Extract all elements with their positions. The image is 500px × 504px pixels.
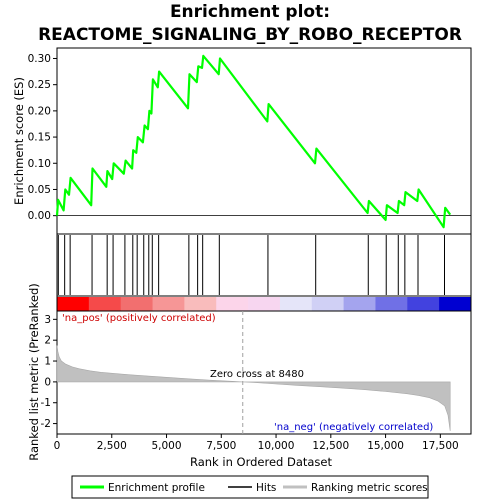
colorbar-segment bbox=[439, 297, 472, 311]
metric-y-ticks: -2 -1 0 1 2 3 bbox=[41, 314, 57, 430]
es-y-tick-label: 0.05 bbox=[28, 184, 51, 196]
na-pos-label: 'na_pos' (positively correlated) bbox=[62, 313, 216, 324]
hit-markers bbox=[57, 235, 445, 295]
x-tick-label: 5,000 bbox=[151, 440, 181, 452]
colorbar-segment bbox=[279, 297, 313, 311]
colorbar-segment bbox=[375, 297, 408, 311]
colorbar-segment bbox=[248, 297, 281, 311]
metric-y-tick-label: 3 bbox=[44, 314, 51, 326]
rank-colorbar bbox=[57, 297, 472, 311]
colorbar-segment bbox=[343, 297, 376, 311]
x-tick-label: 10,000 bbox=[258, 440, 295, 452]
x-tick-label: 12,500 bbox=[312, 440, 349, 452]
colorbar-segment bbox=[88, 297, 122, 311]
enrichment-profile-line bbox=[55, 54, 452, 229]
hits-panel bbox=[56, 233, 472, 312]
legend-hits-label: Hits bbox=[256, 482, 276, 494]
es-y-tick-label: 0.25 bbox=[28, 79, 51, 91]
zero-cross-label: Zero cross at 8480 bbox=[210, 369, 304, 380]
es-panel-frame bbox=[56, 47, 472, 235]
es-y-axis-label: Enrichment score (ES) bbox=[12, 77, 26, 205]
legend-enrichment-label: Enrichment profile bbox=[108, 482, 205, 494]
es-y-tick-label: 0.20 bbox=[28, 105, 51, 117]
es-y-ticks: 0.00 0.05 0.10 0.15 0.20 0.25 0.30 bbox=[28, 53, 57, 222]
metric-y-tick-label: 0 bbox=[44, 376, 51, 388]
legend-metric-label: Ranking metric scores bbox=[311, 482, 428, 494]
chart-title-line2: REACTOME_SIGNALING_BY_ROBO_RECEPTOR bbox=[38, 25, 462, 45]
es-y-tick-label: 0.15 bbox=[28, 132, 51, 144]
metric-y-tick-label: -2 bbox=[41, 418, 51, 430]
x-tick-label: 0 bbox=[54, 440, 61, 452]
colorbar-segment bbox=[184, 297, 217, 311]
colorbar-segment bbox=[216, 297, 249, 311]
colorbar-segment bbox=[57, 297, 90, 311]
colorbar-segment bbox=[407, 297, 440, 311]
x-axis-label: Rank in Ordered Dataset bbox=[190, 455, 333, 469]
na-neg-label: 'na_neg' (negatively correlated) bbox=[274, 422, 433, 433]
colorbar-segment bbox=[152, 297, 185, 311]
metric-y-tick-label: -1 bbox=[41, 397, 51, 409]
es-y-tick-label: 0.00 bbox=[28, 210, 51, 222]
colorbar-segment bbox=[120, 297, 154, 311]
es-y-tick-label: 0.10 bbox=[28, 158, 51, 170]
hits-panel-frame bbox=[56, 233, 472, 297]
metric-panel-frame bbox=[56, 310, 472, 435]
x-tick-label: 7,500 bbox=[206, 440, 236, 452]
metric-y-axis-label: Ranked list metric (PreRanked) bbox=[27, 283, 41, 461]
x-tick-label: 15,000 bbox=[367, 440, 404, 452]
es-panel: 0.00 0.05 0.10 0.15 0.20 0.25 0.30 Enrichment … bbox=[12, 47, 472, 235]
x-tick-label: 17,500 bbox=[422, 440, 459, 452]
chart-title-line1: Enrichment plot: bbox=[170, 2, 330, 22]
x-tick-label: 2,500 bbox=[97, 440, 127, 452]
metric-panel: -2 -1 0 1 2 3 0 2,500 5,000 7,500 10,000 12,500 15,… bbox=[27, 283, 472, 469]
metric-y-tick-label: 1 bbox=[44, 356, 51, 368]
colorbar-segment bbox=[311, 297, 345, 311]
metric-y-tick-label: 2 bbox=[44, 335, 51, 347]
legend: Enrichment profile Hits Ranking metric s… bbox=[71, 475, 429, 499]
es-y-tick-label: 0.30 bbox=[28, 53, 51, 65]
x-axis-ticks: 0 2,500 5,000 7,500 10,000 12,500 15,000 17,500 bbox=[54, 434, 459, 452]
